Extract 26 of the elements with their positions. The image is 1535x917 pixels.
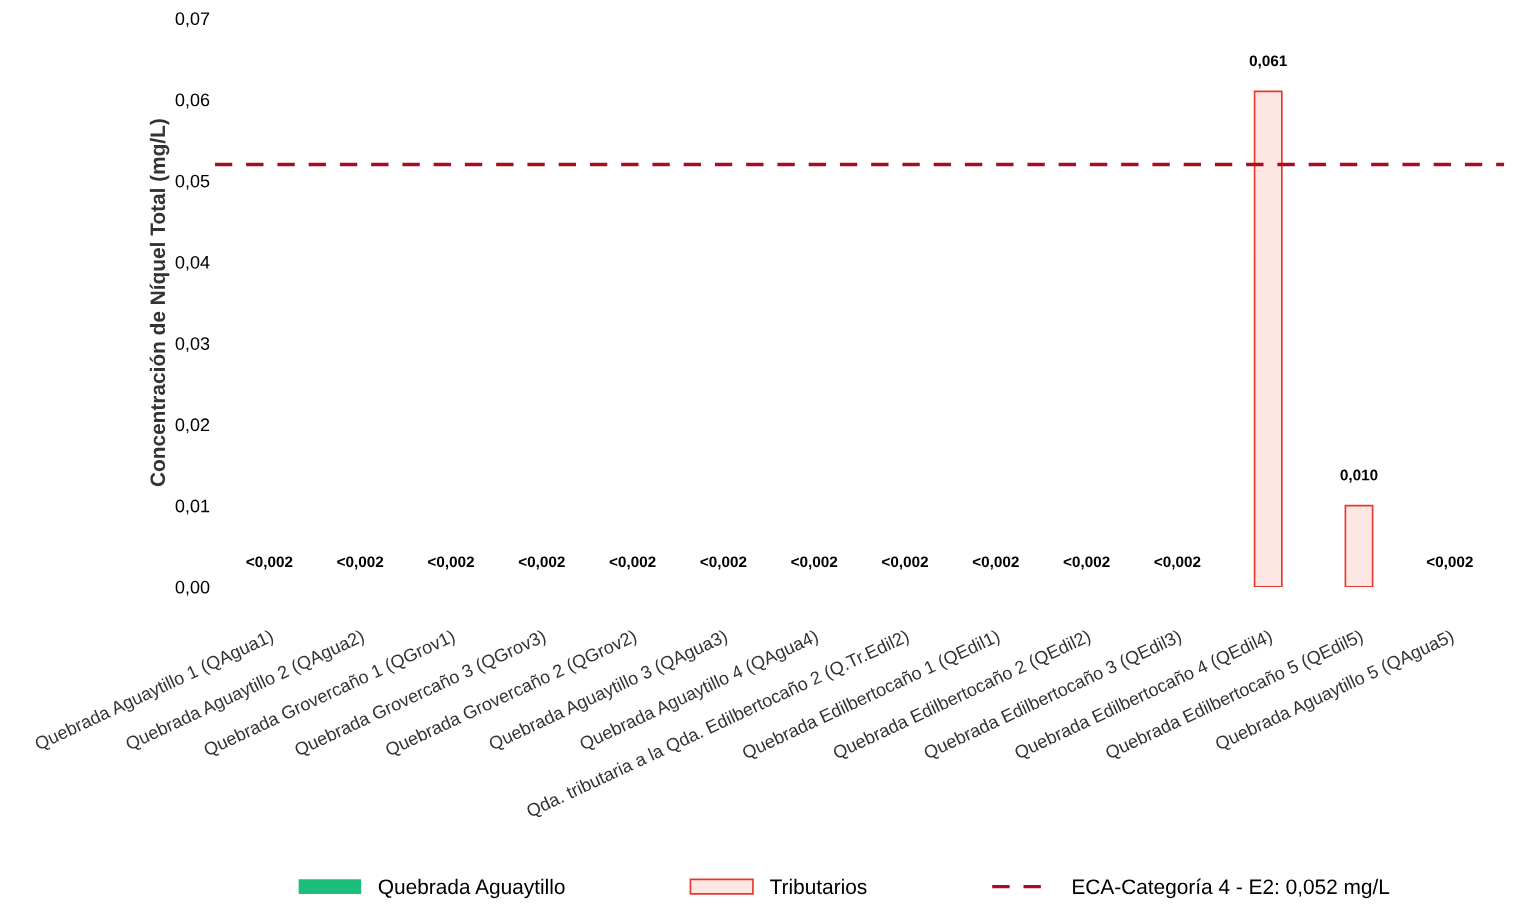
text: <0,002 xyxy=(972,556,1019,570)
legend-label: ECA-Categoría 4 - E2: 0,052 mg/L xyxy=(1073,878,1390,899)
text: <0,002 xyxy=(1426,556,1473,570)
y-tick-label: 0,05 xyxy=(175,174,210,190)
text: <0,002 xyxy=(700,556,747,570)
text: <0,002 xyxy=(518,556,565,570)
y-tick-label: 0,02 xyxy=(175,418,210,434)
text: <0,002 xyxy=(428,556,474,570)
text: <0,002 xyxy=(246,556,293,570)
legend-label: Quebrada Aguaytillo xyxy=(378,878,565,899)
text: <0,002 xyxy=(791,556,838,570)
data-label: 0,010 xyxy=(1340,469,1378,483)
y-tick-label: 0,07 xyxy=(175,12,210,28)
data-label: 0,061 xyxy=(1249,55,1287,69)
text: <0,002 xyxy=(337,556,384,570)
y-tick-label: 0,03 xyxy=(175,337,210,353)
text: <0,002 xyxy=(1154,556,1201,570)
legend-label: Tributarios xyxy=(770,878,867,895)
y-tick-label: 0,01 xyxy=(175,499,210,515)
y-tick-label: 0,04 xyxy=(175,255,210,271)
y-tick-label: 0,06 xyxy=(175,93,210,109)
y-axis-title: Concentración de Níquel Total (mg/L) xyxy=(149,119,170,487)
text: <0,002 xyxy=(882,556,928,570)
text: <0,002 xyxy=(1063,556,1110,570)
y-tick-label: 0,00 xyxy=(175,580,210,596)
text: <0,002 xyxy=(609,556,656,570)
